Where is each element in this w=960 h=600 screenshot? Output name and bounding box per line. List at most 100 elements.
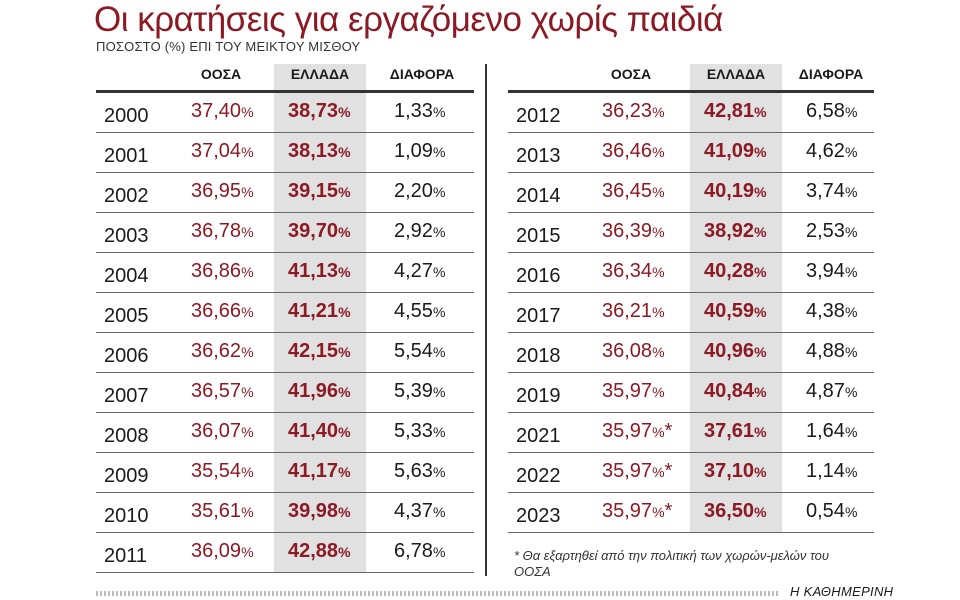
year-cell-value: 2022 <box>516 465 561 487</box>
year-cell: 2022 <box>516 465 561 488</box>
year-cell-value: 2015 <box>516 225 561 247</box>
diafora-cell: 4,62% <box>806 140 857 163</box>
table-row: 2001 37,04% 38,13% 1,09% <box>96 133 474 173</box>
oosa-cell: 36,21% <box>602 300 665 323</box>
table-left: ΟΟΣΑ ΕΛΛΑΔΑ ΔΙΑΦΟΡΑ 2000 37,40% 38,73% 1,33… <box>96 64 474 573</box>
footnote-marker: * <box>664 420 673 442</box>
table-row: 2015 36,39% 38,92% 2,53% <box>508 213 874 253</box>
table-row: 2018 36,08% 40,96% 4,88% <box>508 333 874 373</box>
percent-sign: % <box>432 304 446 320</box>
diafora-cell: 6,58% <box>806 100 857 123</box>
oosa-cell-value: 36,21 <box>602 300 653 322</box>
percent-sign: % <box>652 104 665 120</box>
percent-sign: % <box>432 464 446 480</box>
year-cell-value: 2003 <box>104 225 149 247</box>
year-cell-value: 2010 <box>104 505 149 527</box>
diafora-cell: 4,37% <box>394 500 445 523</box>
oosa-cell-value: 36,86 <box>191 260 242 282</box>
percent-sign: % <box>754 384 767 400</box>
ellada-cell-value: 42,81 <box>704 100 755 122</box>
ellada-cell-value: 42,88 <box>288 540 339 562</box>
diafora-cell-value: 1,14 <box>806 460 845 482</box>
year-cell-value: 2018 <box>516 345 561 367</box>
ellada-cell: 41,17% <box>288 460 351 483</box>
header-oosa: ΟΟΣΑ <box>610 66 652 82</box>
table-row: 2013 36,46% 41,09% 4,62% <box>508 133 874 173</box>
diafora-cell: 1,64% <box>806 420 857 443</box>
percent-sign: % <box>754 504 767 520</box>
percent-sign: % <box>754 464 767 480</box>
ellada-cell-value: 41,09 <box>704 140 755 162</box>
ellada-cell: 41,40% <box>288 420 351 443</box>
diafora-cell: 3,94% <box>806 260 857 283</box>
diafora-cell: 2,53% <box>806 220 857 243</box>
diafora-cell-value: 4,87 <box>806 380 845 402</box>
diafora-cell-value: 2,20 <box>394 180 433 202</box>
percent-sign: % <box>241 424 254 440</box>
table-row: 2009 35,54% 41,17% 5,63% <box>96 453 474 493</box>
percent-sign: % <box>432 544 446 560</box>
diafora-cell: 3,74% <box>806 180 857 203</box>
percent-sign: % <box>432 184 446 200</box>
ellada-cell: 38,92% <box>704 220 767 243</box>
table-header: ΟΟΣΑ ΕΛΛΑΔΑ ΔΙΑΦΟΡΑ <box>508 64 874 93</box>
oosa-cell: 36,78% <box>191 220 254 243</box>
year-cell: 2016 <box>516 265 561 288</box>
diafora-cell-value: 5,63 <box>394 460 433 482</box>
percent-sign: % <box>652 304 665 320</box>
diafora-cell-value: 1,64 <box>806 420 845 442</box>
percent-sign: % <box>754 224 767 240</box>
percent-sign: % <box>754 424 767 440</box>
oosa-cell: 36,86% <box>191 260 254 283</box>
oosa-cell: 36,09% <box>191 540 254 563</box>
oosa-cell-value: 36,39 <box>602 220 653 242</box>
oosa-cell: 35,61% <box>191 500 254 523</box>
ellada-cell: 40,96% <box>704 340 767 363</box>
percent-sign: % <box>241 304 254 320</box>
diafora-cell: 4,55% <box>394 300 445 323</box>
percent-sign: % <box>338 304 351 320</box>
year-cell: 2021 <box>516 425 561 448</box>
ellada-cell-value: 39,98 <box>288 500 339 522</box>
ellada-cell-value: 41,17 <box>288 460 339 482</box>
year-cell-value: 2004 <box>104 265 149 287</box>
oosa-cell: 36,66% <box>191 300 254 323</box>
ellada-cell: 40,19% <box>704 180 767 203</box>
diafora-cell-value: 3,74 <box>806 180 845 202</box>
diafora-cell-value: 4,37 <box>394 500 433 522</box>
percent-sign: % <box>754 344 767 360</box>
percent-sign: % <box>432 224 446 240</box>
ellada-cell-value: 42,15 <box>288 340 339 362</box>
page-subtitle: ΠΟΣΟΣΤΟ (%) ΕΠΙ ΤΟΥ ΜΕΙΚΤΟΥ ΜΙΣΘΟΥ <box>96 39 361 54</box>
diafora-cell: 1,33% <box>394 100 445 123</box>
year-cell: 2015 <box>516 225 561 248</box>
percent-sign: % <box>241 104 254 120</box>
oosa-cell: 36,23% <box>602 100 665 123</box>
diafora-cell: 6,78% <box>394 540 445 563</box>
ellada-cell-value: 40,59 <box>704 300 755 322</box>
diafora-cell-value: 4,55 <box>394 300 433 322</box>
oosa-cell-value: 36,09 <box>191 540 242 562</box>
ellada-cell-value: 37,61 <box>704 420 755 442</box>
percent-sign: % <box>844 264 858 280</box>
diafora-cell-value: 5,54 <box>394 340 433 362</box>
percent-sign: % <box>652 264 665 280</box>
percent-sign: % <box>241 344 254 360</box>
oosa-cell-value: 36,07 <box>191 420 242 442</box>
percent-sign: % <box>432 144 446 160</box>
year-cell: 2019 <box>516 385 561 408</box>
table-row: 2014 36,45% 40,19% 3,74% <box>508 173 874 213</box>
header-diafora: ΔΙΑΦΟΡΑ <box>798 66 864 82</box>
year-cell: 2023 <box>516 505 561 528</box>
percent-sign: % <box>241 464 254 480</box>
percent-sign: % <box>241 384 254 400</box>
ellada-cell-value: 38,92 <box>704 220 755 242</box>
header-ellada: ΕΛΛΑΔΑ <box>706 66 766 82</box>
ellada-cell: 42,15% <box>288 340 351 363</box>
percent-sign: % <box>844 504 858 520</box>
year-cell: 2013 <box>516 145 561 168</box>
percent-sign: % <box>338 384 351 400</box>
percent-sign: % <box>338 224 351 240</box>
percent-sign: % <box>754 304 767 320</box>
percent-sign: % <box>754 144 767 160</box>
